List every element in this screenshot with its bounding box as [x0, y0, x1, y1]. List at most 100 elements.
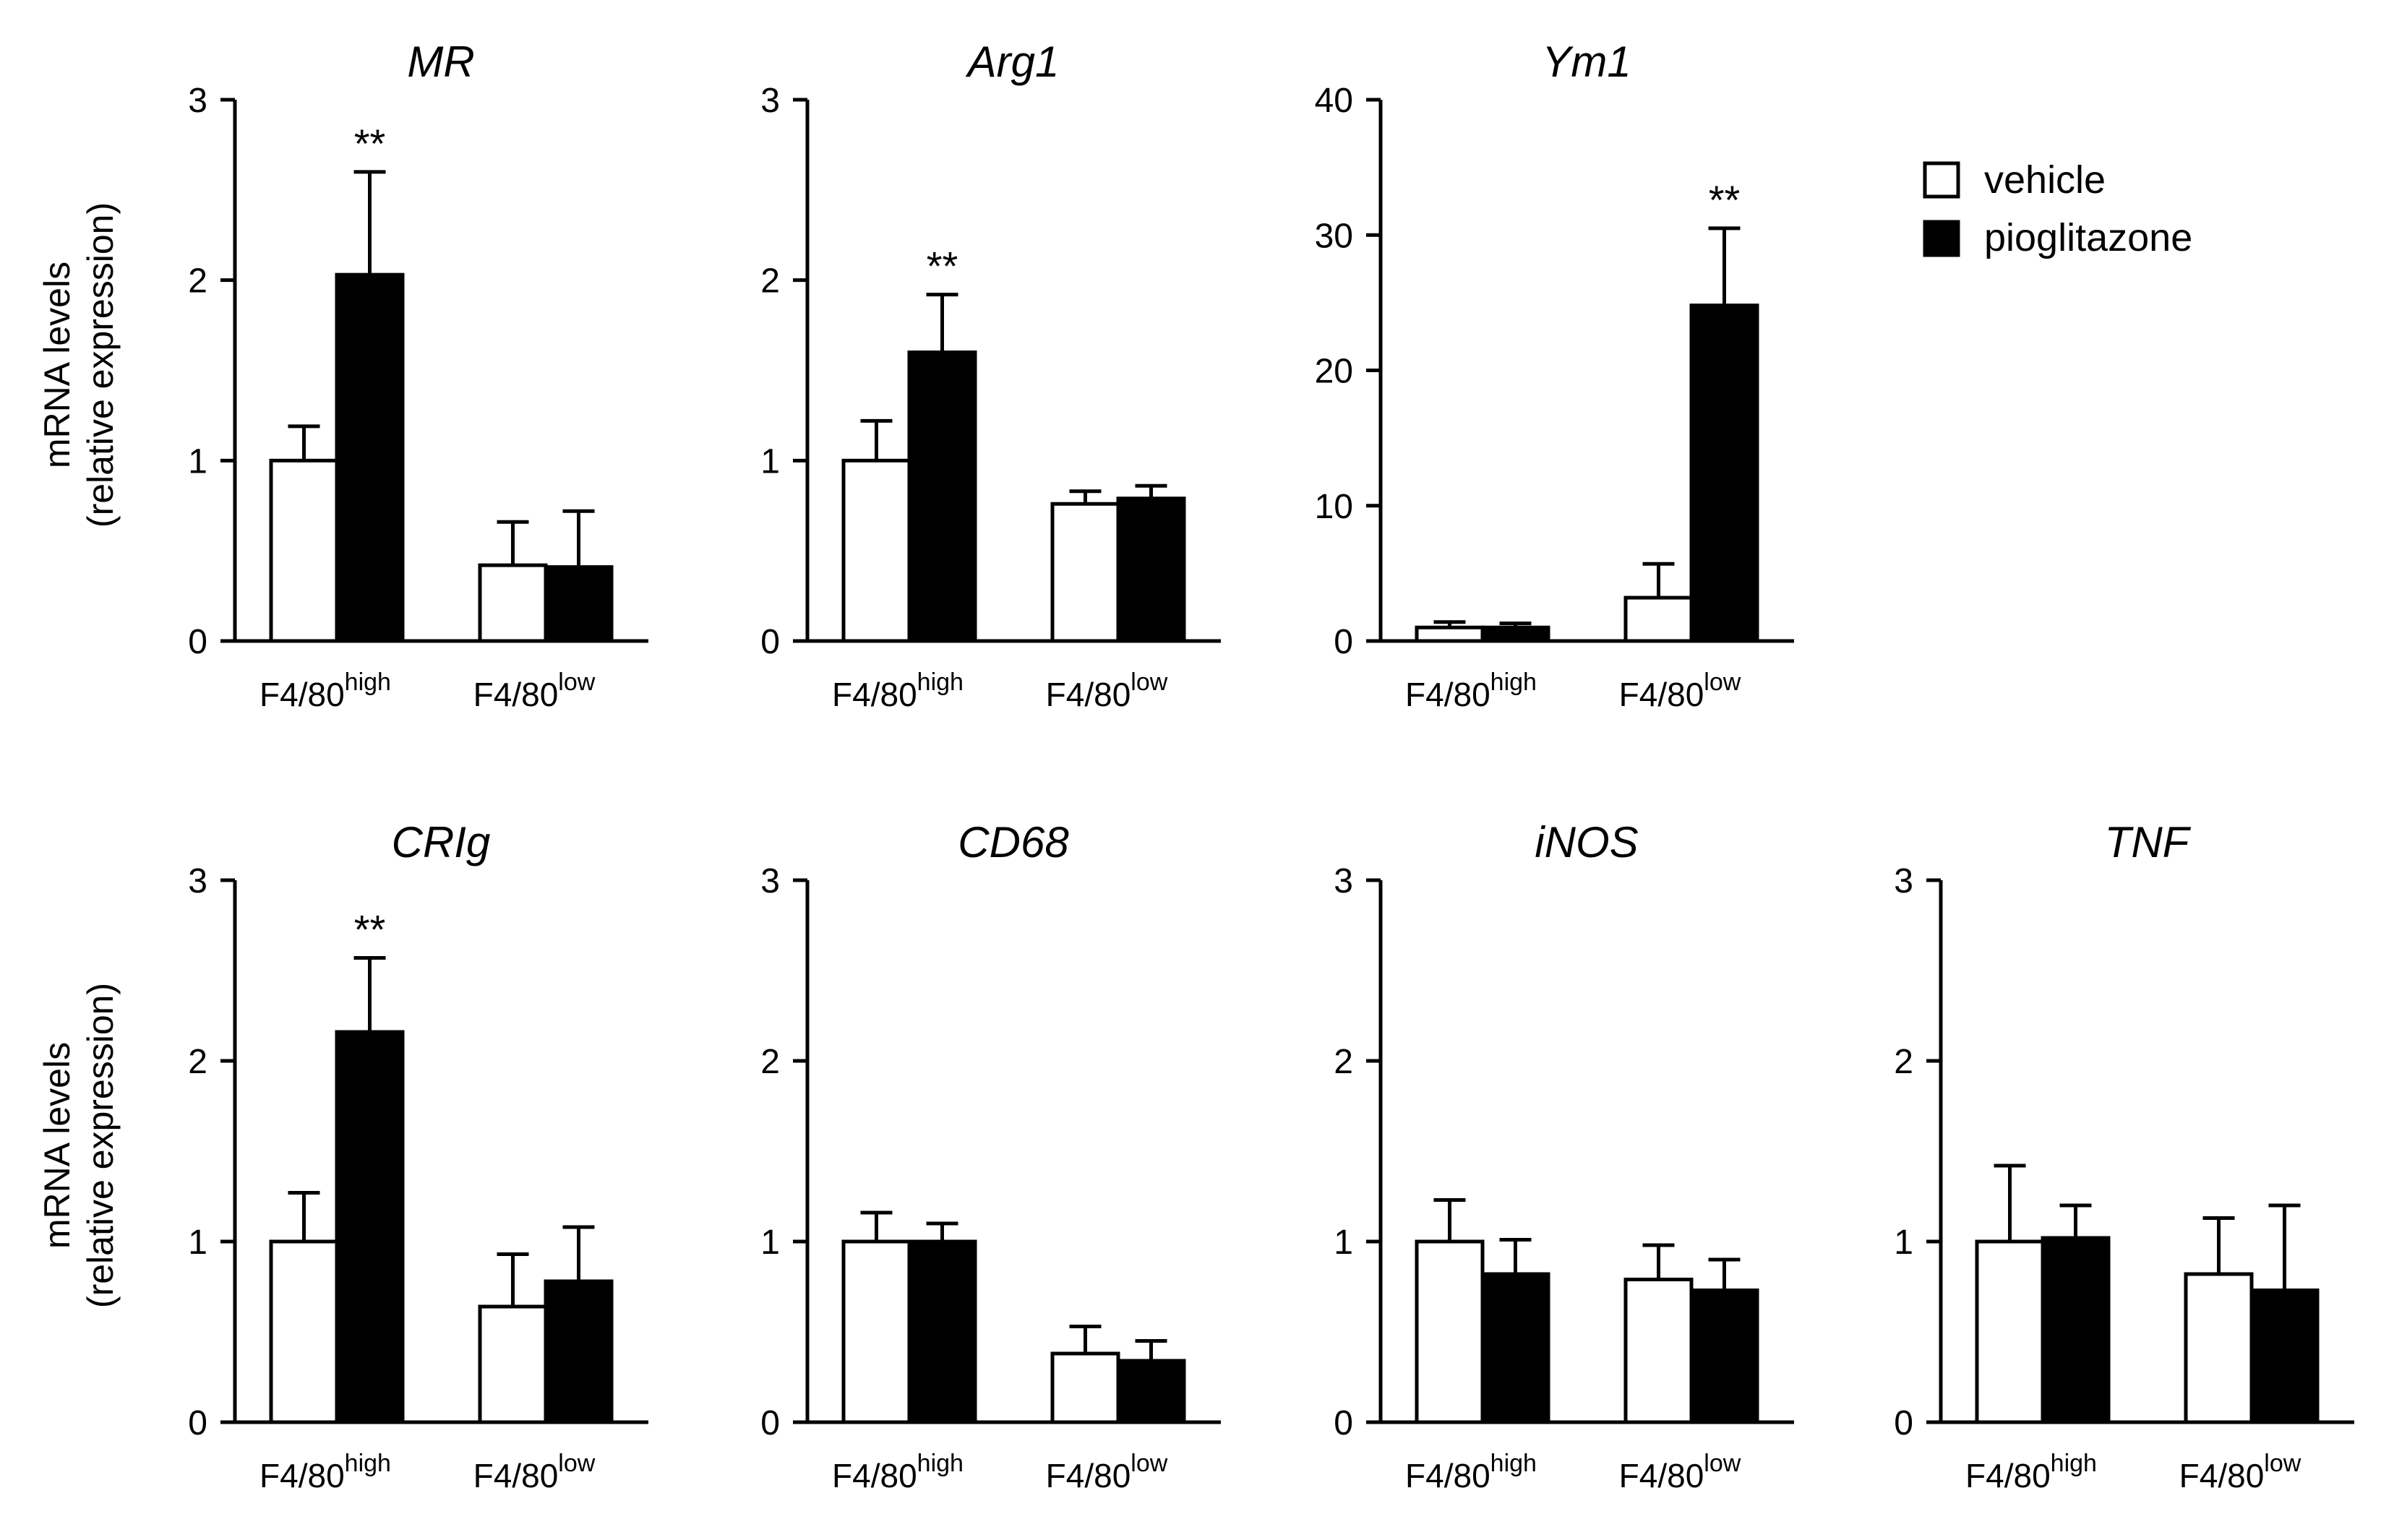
- y-tick-label: 3: [1334, 862, 1353, 900]
- chart-mr: MR 0 1 2 3 F4/80high F4/80low **: [188, 38, 648, 713]
- chart-title: iNOS: [1535, 818, 1638, 866]
- y-tick-label: 2: [188, 1043, 207, 1081]
- y-tick-label: 1: [760, 1223, 780, 1262]
- y-tick-label: 3: [188, 862, 207, 900]
- y-tick-label: 0: [188, 1404, 207, 1442]
- y-tick-label: 2: [188, 262, 207, 301]
- x-category-label: F4/80high: [1965, 1450, 2097, 1494]
- bar-pioglitazone-high: [335, 272, 405, 643]
- chart-tnf: TNF 0 1 2 3 F4/80high F4/80low: [1894, 818, 2354, 1494]
- bar-vehicle-high: [269, 458, 339, 643]
- chart-crig: CRIg 0 1 2 3 F4/80high F4/80low **: [188, 818, 648, 1494]
- chart-title: Ym1: [1542, 38, 1631, 86]
- y-tick-label: 0: [1894, 1404, 1913, 1442]
- significance-marker: **: [1709, 177, 1741, 223]
- bar-vehicle-high: [841, 458, 911, 643]
- bar-pioglitazone-low: [1116, 496, 1186, 643]
- y-tick-label: 2: [760, 262, 780, 301]
- legend-label-vehicle: vehicle: [1984, 158, 2106, 202]
- y-tick-label: 3: [760, 862, 780, 900]
- x-category-label: F4/80low: [1619, 1450, 1741, 1494]
- bar-pioglitazone-high: [1480, 625, 1550, 643]
- y-tick-label: 0: [188, 623, 207, 661]
- bar-vehicle-low: [478, 1304, 548, 1424]
- y-tick-label: 2: [1334, 1043, 1353, 1081]
- y-tick-label: 0: [760, 623, 780, 661]
- y-axis-label-row2-line1: mRNA levels: [37, 1042, 77, 1249]
- y-tick-label: 0: [1334, 623, 1353, 661]
- x-category-label: F4/80low: [1046, 668, 1168, 713]
- bar-pioglitazone-low: [1689, 1289, 1759, 1424]
- bar-vehicle-high: [269, 1239, 339, 1424]
- x-category-label: F4/80high: [832, 668, 964, 713]
- y-tick-label: 1: [760, 442, 780, 481]
- y-tick-label: 3: [1894, 862, 1913, 900]
- bar-pioglitazone-low: [2249, 1289, 2320, 1424]
- bar-vehicle-low: [478, 563, 548, 643]
- x-category-label: F4/80high: [1405, 1450, 1537, 1494]
- bar-pioglitazone-low: [1116, 1359, 1186, 1424]
- bar-vehicle-high: [841, 1239, 911, 1424]
- y-axis-label-row1-line1: mRNA levels: [37, 262, 77, 468]
- bar-vehicle-low: [2184, 1272, 2254, 1424]
- bar-vehicle-low: [1050, 1351, 1120, 1424]
- y-tick-label: 1: [188, 1223, 207, 1262]
- bar-pioglitazone-high: [2041, 1236, 2111, 1424]
- y-tick-label: 2: [760, 1043, 780, 1081]
- y-tick-label: 1: [1334, 1223, 1353, 1262]
- significance-marker: **: [354, 121, 386, 166]
- y-tick-label: 3: [188, 82, 207, 120]
- y-tick-label: 0: [760, 1404, 780, 1442]
- chart-cd68: CD68 0 1 2 3 F4/80high F4/80low: [760, 818, 1221, 1494]
- y-tick-label: 20: [1315, 353, 1353, 391]
- bar-vehicle-low: [1623, 595, 1694, 643]
- y-tick-label: 10: [1315, 488, 1353, 526]
- x-category-label: F4/80high: [259, 668, 391, 713]
- x-category-label: F4/80low: [1619, 668, 1741, 713]
- legend-swatch-vehicle: [1923, 161, 1960, 199]
- x-category-label: F4/80high: [1405, 668, 1537, 713]
- bar-pioglitazone-high: [1480, 1272, 1550, 1424]
- chart-arg1: Arg1 0 1 2 3 F4/80high F4/80low **: [760, 38, 1221, 713]
- bar-vehicle-high: [1975, 1239, 2045, 1424]
- legend: vehicle pioglitazone: [1923, 158, 2192, 259]
- bar-pioglitazone-high: [907, 350, 977, 643]
- x-category-label: F4/80low: [473, 1450, 596, 1494]
- bar-vehicle-low: [1050, 502, 1120, 643]
- chart-title: MR: [407, 38, 474, 86]
- chart-title: Arg1: [966, 38, 1060, 86]
- y-tick-label: 3: [760, 82, 780, 120]
- y-tick-label: 40: [1315, 82, 1353, 120]
- significance-marker: **: [354, 907, 386, 952]
- y-tick-label: 30: [1315, 217, 1353, 255]
- y-tick-label: 2: [1894, 1043, 1913, 1081]
- legend-swatch-pioglitazone: [1923, 220, 1960, 257]
- x-category-label: F4/80low: [1046, 1450, 1168, 1494]
- x-category-label: F4/80high: [832, 1450, 964, 1494]
- bar-pioglitazone-high: [335, 1030, 405, 1424]
- y-axis-label-row1-line2: (relative expression): [80, 202, 121, 528]
- bar-pioglitazone-low: [544, 1279, 614, 1424]
- chart-ym1: Ym1 0 10 20 30 40 F4/80high F4/80low **: [1315, 38, 1794, 713]
- x-category-label: F4/80high: [259, 1450, 391, 1494]
- y-axis-label-row2-line2: (relative expression): [80, 983, 121, 1308]
- bar-pioglitazone-low: [544, 565, 614, 643]
- y-tick-label: 0: [1334, 1404, 1353, 1442]
- significance-marker: **: [927, 244, 958, 289]
- x-category-label: F4/80low: [2179, 1450, 2301, 1494]
- y-tick-label: 1: [1894, 1223, 1913, 1262]
- chart-panels: MR 0 1 2 3 F4/80high F4/80low ** Arg1 0 1 2 3 F4/80hi…: [188, 38, 2354, 1494]
- y-tick-label: 1: [188, 442, 207, 481]
- chart-inos: iNOS 0 1 2 3 F4/80high F4/80low: [1334, 818, 1794, 1494]
- chart-title: CD68: [958, 818, 1069, 866]
- x-category-label: F4/80low: [473, 668, 596, 713]
- bar-vehicle-low: [1623, 1278, 1694, 1424]
- bar-vehicle-high: [1415, 1239, 1485, 1424]
- bar-pioglitazone-high: [907, 1239, 977, 1424]
- chart-title: CRIg: [392, 818, 491, 866]
- bar-pioglitazone-low: [1689, 304, 1759, 643]
- bar-vehicle-high: [1415, 625, 1485, 643]
- legend-label-pioglitazone: pioglitazone: [1984, 216, 2192, 259]
